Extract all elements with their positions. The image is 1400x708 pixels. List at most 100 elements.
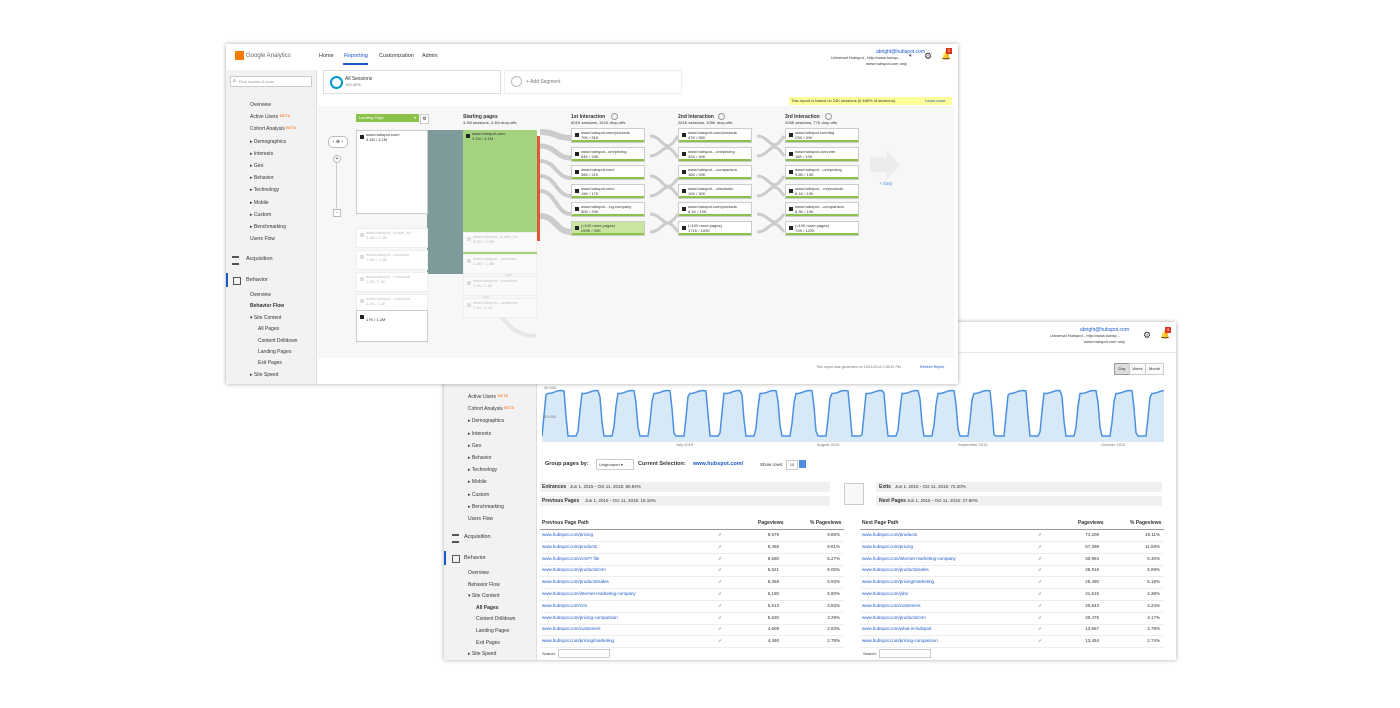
- sidebar-item[interactable]: Users Flow: [468, 516, 494, 522]
- col-pageviews[interactable]: Pageviews: [758, 520, 784, 526]
- range-month-button[interactable]: Month: [1145, 363, 1164, 375]
- gear-icon[interactable]: ⚙: [924, 51, 933, 61]
- dimension-select[interactable]: Landing Page ▾: [356, 114, 419, 122]
- open-link-icon[interactable]: ⇗: [1038, 532, 1042, 537]
- page-path-link[interactable]: www.hubspot.com/jobs: [862, 591, 909, 596]
- sidebar-item[interactable]: ▸ Custom: [250, 211, 272, 218]
- landing-node[interactable]: www.hubspot.com/3.1M / 3.1M: [356, 130, 428, 214]
- notifications-icon[interactable]: 🔔: [941, 51, 951, 60]
- page-path-link[interactable]: www.hubspot.com/crm: [542, 602, 588, 608]
- segment-all-sessions[interactable]: All Sessions 100.00%: [323, 70, 501, 94]
- sidebar-item[interactable]: Cohort Analysis: [468, 406, 503, 413]
- col-pageviews[interactable]: Pageviews: [1078, 520, 1104, 526]
- int3-node[interactable]: www.hubspot.com/faq 23K / 20K: [785, 128, 859, 143]
- open-link-icon[interactable]: ⇗: [1038, 555, 1042, 561]
- notifications-icon[interactable]: 🔔: [1160, 330, 1170, 339]
- starting-node[interactable]: www.hubspot.com/3.1M / 3.1M: [463, 130, 535, 141]
- sidebar-item[interactable]: Users Flow: [250, 236, 276, 243]
- int1-node[interactable]: www.hubspot.com/products 70K / 51K: [571, 128, 645, 143]
- page-path-link[interactable]: www.hubspot.com/pricing: [542, 532, 594, 537]
- account-email[interactable]: abright@hubspot.com: [1080, 327, 1129, 333]
- landing-node[interactable]: 17K / 1.2M: [356, 310, 428, 342]
- sidebar-item[interactable]: ▸ Technology: [468, 467, 498, 474]
- open-link-icon[interactable]: ⇗: [718, 638, 722, 644]
- int2-node[interactable]: (>100 more pages) 171K / 100K: [678, 220, 752, 236]
- open-link-icon[interactable]: ⇗: [1038, 567, 1042, 573]
- nav-home[interactable]: Home: [319, 53, 334, 59]
- int1-node[interactable]: www.hubspot...om/pricing 54K / 34K: [571, 146, 645, 162]
- page-path-link[interactable]: www.hubspot.com/pricing-comparison: [862, 638, 938, 644]
- sidebar-item[interactable]: ▸ Behavior: [468, 455, 492, 461]
- ga-logo-text[interactable]: Google Analytics: [246, 53, 291, 59]
- nav-reporting[interactable]: Reporting: [344, 53, 368, 59]
- col-previous-page-path[interactable]: Previous Page Path: [542, 520, 589, 526]
- nav-customization[interactable]: Customization: [379, 53, 414, 59]
- refresh-report-link[interactable]: Refresh Report: [920, 365, 945, 369]
- sidebar-item[interactable]: ▸ Benchmarking: [250, 224, 286, 230]
- page-path-link[interactable]: www.hubspot.com/products/sales: [862, 567, 929, 573]
- page-path-link[interactable]: www.hubspot.com/pricing/marketing: [542, 638, 615, 644]
- page-path-link[interactable]: www.hubspot.com/internet-marketing-compa…: [862, 555, 956, 561]
- page-path-link[interactable]: www.hubspot.com/products/crm: [542, 567, 606, 573]
- open-link-icon[interactable]: ⇗: [1038, 626, 1042, 632]
- int2-node[interactable]: www.hubspot....obs/toolin 10K / 30K: [678, 183, 752, 199]
- sidebar-item[interactable]: ▸ Demographics: [250, 138, 287, 145]
- sidebar-behavior[interactable]: Behavior: [246, 277, 268, 283]
- behavior-item[interactable]: Content Drilldown: [476, 616, 516, 623]
- sidebar-item[interactable]: ▸ Mobile: [468, 479, 487, 486]
- page-path-link[interactable]: www.hubspot.com/pricing: [862, 543, 914, 549]
- behavior-item[interactable]: ▾ Site Content: [250, 314, 282, 321]
- page-path-link[interactable]: www.hubspot.com/pricing-comparison: [542, 614, 618, 620]
- chevron-down-icon[interactable]: ▾: [909, 53, 912, 59]
- page-path-link[interactable]: www.hubspot.com/products/crm: [862, 614, 926, 620]
- sidebar-item[interactable]: Active Users: [250, 114, 279, 121]
- landing-node[interactable]: www.hubspot....r/marketi 1.0K / 1.0K: [356, 272, 428, 292]
- behavior-item[interactable]: Behavior Flow: [468, 581, 500, 588]
- behavior-item[interactable]: Behavior Flow: [250, 303, 285, 310]
- learn-more-link[interactable]: Learn more: [925, 98, 946, 103]
- open-link-icon[interactable]: ⇗: [718, 579, 722, 585]
- range-week-button[interactable]: Week: [1129, 363, 1146, 375]
- int3-node[interactable]: www.hubspot....om/pricing 9.6K / 13K: [785, 165, 859, 180]
- open-link-icon[interactable]: ⇗: [1038, 614, 1042, 620]
- int3-node[interactable]: (>100 more pages) 72K / 122K: [785, 220, 859, 236]
- page-path-link[interactable]: www.hubspot.com/what-is-hubspot: [862, 626, 932, 632]
- sidebar-acquisition[interactable]: Acquisition: [246, 256, 273, 262]
- starting-node[interactable]: www.hubspot...ounce_bu 3.4M / 3.4M: [463, 232, 537, 252]
- interaction3-info-icon[interactable]: [825, 113, 832, 120]
- ga-logo-icon[interactable]: [235, 51, 244, 60]
- behavior-item[interactable]: Landing Pages: [258, 349, 292, 355]
- interaction1-info-icon[interactable]: [611, 113, 618, 120]
- behavior-item[interactable]: Landing Pages: [476, 628, 510, 634]
- interaction2-info-icon[interactable]: [718, 113, 725, 120]
- page-path-link[interactable]: www.hubspot.com/customers: [542, 626, 601, 632]
- sidebar-acquisition[interactable]: Acquisition: [464, 534, 491, 540]
- account-email[interactable]: abright@hubspot.com: [876, 49, 925, 55]
- open-link-icon[interactable]: ⇗: [718, 543, 722, 549]
- sidebar-item[interactable]: ▸ Technology: [250, 187, 280, 194]
- behavior-item[interactable]: Content Drilldown: [258, 337, 298, 344]
- page-path-link[interactable]: www.hubspot.com/internet-marketing-compa…: [542, 591, 636, 596]
- sidebar-item[interactable]: ▸ Geo: [250, 163, 264, 169]
- col-pct-pageviews[interactable]: % Pageviews: [810, 520, 842, 526]
- sidebar-behavior[interactable]: Behavior: [464, 555, 486, 561]
- open-link-icon[interactable]: ⇗: [718, 567, 722, 573]
- page-path-link[interactable]: www.hubspot.com/customers: [862, 602, 921, 608]
- open-link-icon[interactable]: ⇗: [718, 555, 722, 561]
- sidebar-item[interactable]: Active Users: [468, 394, 497, 400]
- col-pct-pageviews[interactable]: % Pageviews: [1130, 520, 1162, 526]
- open-link-icon[interactable]: ⇗: [718, 602, 722, 608]
- open-link-icon[interactable]: ⇗: [1038, 543, 1042, 549]
- open-link-icon[interactable]: ⇗: [718, 591, 722, 596]
- landing-node[interactable]: www.hubspot....tasolutio 1.4M / 1.4M: [356, 250, 428, 270]
- behavior-item[interactable]: ▸ Site Speed: [468, 651, 497, 658]
- page-path-link[interactable]: www.hubspot.com/products: [542, 543, 598, 549]
- sidebar-item[interactable]: ▸ Geo: [468, 442, 482, 449]
- next-search-input[interactable]: [879, 649, 931, 658]
- open-link-icon[interactable]: ⇗: [1038, 638, 1042, 644]
- int1-node[interactable]: www.hubspot.com/15K / 17K: [571, 183, 645, 199]
- int2-node[interactable]: www.hubspot.com/products 47K / 55K: [678, 128, 752, 143]
- page-path-link[interactable]: www.hubspot.com/crm#? file: [542, 555, 600, 561]
- int1-node[interactable]: (>100 more pages) 259K / 39K: [571, 220, 645, 236]
- open-link-icon[interactable]: ⇗: [1038, 579, 1042, 585]
